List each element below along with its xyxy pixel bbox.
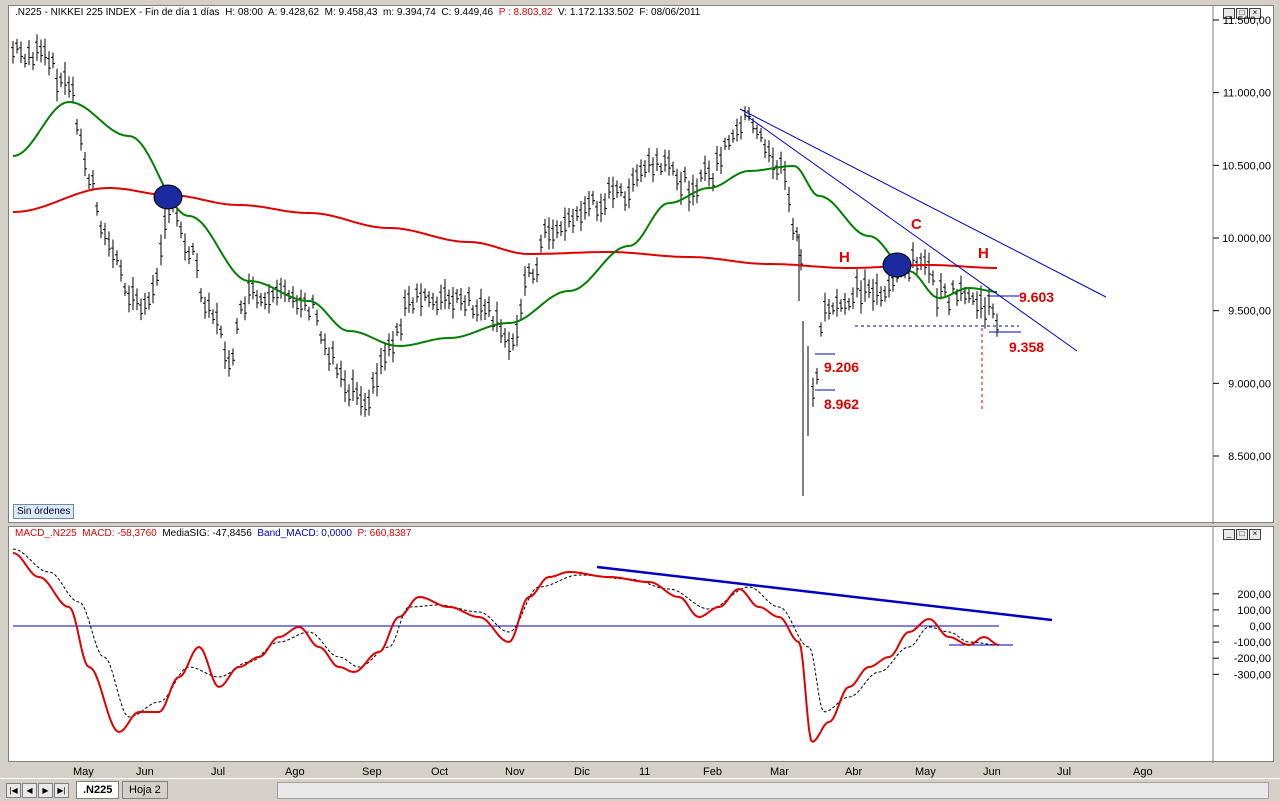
- crossover-marker-1: [153, 184, 183, 210]
- price-tick-label: 11.500,00: [1223, 15, 1271, 27]
- tab-hoja2[interactable]: Hoja 2: [122, 781, 168, 799]
- month-label: Sep: [362, 766, 382, 778]
- horizontal-scrollbar[interactable]: [277, 782, 1269, 799]
- macd-signal-line: [12, 548, 999, 718]
- price-tick-label: 8.500,00: [1228, 451, 1271, 463]
- sheet-bar: |◀ ◀ ▶ ▶| .N225 Hoja 2: [0, 778, 1280, 801]
- macd-header: MACD_.N225 MACD: -58,3760 MediaSIG: -47,…: [15, 528, 412, 539]
- macd-close-button[interactable]: ×: [1249, 529, 1261, 540]
- month-label: Ago: [285, 766, 305, 778]
- price-tick-label: 10.500,00: [1222, 160, 1271, 172]
- tab-n225[interactable]: .N225: [76, 781, 120, 799]
- price-tick-label: 9.000,00: [1228, 378, 1271, 390]
- month-label: Mar: [770, 766, 789, 778]
- month-label: May: [73, 766, 94, 778]
- month-label: May: [915, 766, 936, 778]
- month-label: Abr: [845, 766, 863, 778]
- month-label: Jun: [136, 766, 154, 778]
- next-sheet-button[interactable]: ▶: [38, 783, 53, 798]
- price-bars: [11, 34, 999, 496]
- prev-sheet-button[interactable]: ◀: [22, 783, 37, 798]
- macd-axis: 200,00 100,00 0,00 -100,00 -200,00 -300,00: [1213, 589, 1271, 681]
- annot-c: C: [911, 216, 922, 233]
- macd-tick-label: -100,00: [1234, 637, 1271, 649]
- month-label: Ago: [1133, 766, 1153, 778]
- first-sheet-button[interactable]: |◀: [6, 783, 21, 798]
- no-orders-badge[interactable]: Sin órdenes: [13, 504, 75, 519]
- last-sheet-button[interactable]: ▶|: [54, 783, 69, 798]
- annot-h2: H: [978, 245, 989, 262]
- annot-9206: 9.206: [824, 359, 859, 375]
- annot-9603: 9.603: [1019, 289, 1054, 305]
- month-label: Feb: [703, 766, 722, 778]
- macd-pane[interactable]: MACD_.N225 MACD: -58,3760 MediaSIG: -47,…: [8, 526, 1274, 763]
- time-axis: [8, 763, 1208, 779]
- month-label: Nov: [505, 766, 525, 778]
- maximize-button[interactable]: □: [1236, 8, 1248, 19]
- macd-line: [12, 552, 1000, 743]
- macd-maximize-button[interactable]: □: [1236, 529, 1248, 540]
- price-tick-label: 10.000,00: [1222, 233, 1271, 245]
- month-label: Dic: [574, 766, 590, 778]
- macd-tick-label: -300,00: [1234, 669, 1271, 681]
- month-label: Jul: [1057, 766, 1072, 778]
- minimize-button[interactable]: _: [1223, 8, 1235, 19]
- month-label: Jul: [211, 766, 226, 778]
- month-label: 11: [639, 766, 651, 778]
- price-chart: 11.500,00 11.000,00 10.500,00 10.000,00 9.50…: [11, 6, 1271, 524]
- month-label: Jun: [983, 766, 1001, 778]
- price-axis: 11.500,00 11.000,00 10.500,00 10.000,00 9.50…: [1213, 15, 1271, 463]
- price-header: .N225 - NIKKEI 225 INDEX - Fin de día 1 …: [15, 7, 701, 18]
- annot-h1: H: [839, 249, 850, 266]
- crossover-marker-2: [882, 252, 912, 278]
- macd-trendline: [596, 565, 1053, 622]
- close-button[interactable]: ×: [1249, 8, 1261, 19]
- macd-chart: 200,00 100,00 0,00 -100,00 -200,00 -300,00: [12, 527, 1271, 763]
- macd-tick-label: 0,00: [1250, 621, 1271, 633]
- annot-9358: 9.358: [1009, 339, 1044, 355]
- trendline-lower: [743, 113, 1078, 352]
- macd-tick-label: 200,00: [1237, 589, 1271, 601]
- price-tick-label: 11.000,00: [1223, 88, 1271, 100]
- trendline-upper: [739, 108, 1107, 298]
- month-label: Oct: [431, 766, 449, 778]
- macd-tick-label: 100,00: [1237, 605, 1271, 617]
- annot-8962: 8.962: [824, 396, 859, 412]
- price-tick-label: 9.500,00: [1228, 306, 1271, 318]
- macd-minimize-button[interactable]: _: [1223, 529, 1235, 540]
- ma-fast-line: [12, 100, 998, 348]
- macd-tick-label: -200,00: [1234, 653, 1271, 665]
- price-chart-pane[interactable]: .N225 - NIKKEI 225 INDEX - Fin de día 1 …: [8, 5, 1274, 524]
